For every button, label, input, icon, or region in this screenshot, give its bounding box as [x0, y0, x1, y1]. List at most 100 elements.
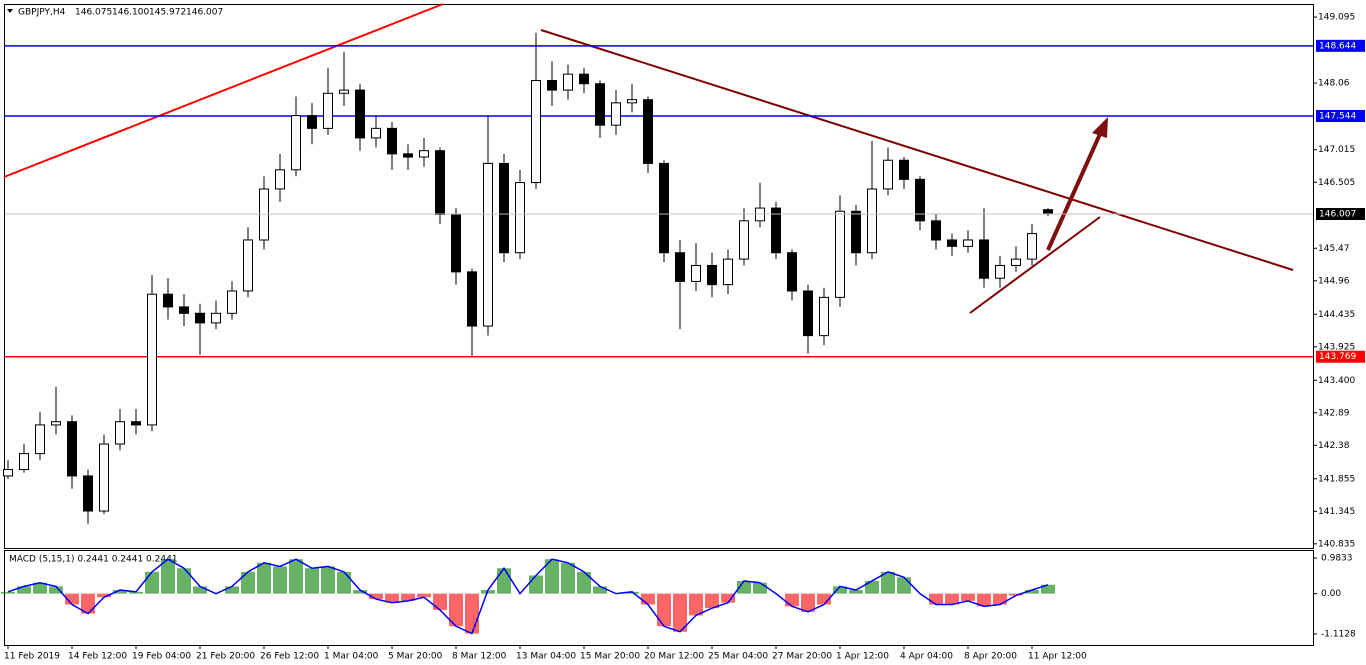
- y-tick-label: 141.345: [1318, 507, 1355, 517]
- y-tick-label: 146.505: [1318, 178, 1355, 188]
- candle-body: [835, 210, 845, 298]
- candle-body: [83, 475, 93, 512]
- candle-body: [883, 159, 893, 190]
- x-tick-label: 4 Apr 04:00: [900, 652, 953, 662]
- y-tick-label: 143.925: [1318, 342, 1355, 352]
- y-tick-label: 141.855: [1318, 474, 1355, 484]
- x-tick-label: 1 Mar 04:00: [324, 652, 379, 662]
- x-tick-label: 26 Feb 12:00: [260, 652, 319, 662]
- candle-body: [771, 207, 781, 254]
- candle-body: [995, 264, 1005, 279]
- candle-body: [371, 127, 381, 139]
- candle-body: [819, 296, 829, 337]
- ohlc-close: 146.007: [186, 8, 223, 18]
- candle-body: [67, 421, 77, 477]
- y-tick-label: 142.38: [1318, 441, 1350, 451]
- chart-title: GBPJPY,H4: [18, 8, 66, 18]
- candle-body: [339, 89, 349, 94]
- candle-body: [579, 73, 589, 85]
- x-tick-label: 27 Mar 20:00: [772, 652, 832, 662]
- candle-body: [275, 169, 285, 190]
- current-price-label: 146.007: [1319, 210, 1356, 220]
- candle-body: [419, 150, 429, 158]
- macd-signal-line: [7, 558, 1049, 635]
- arrow-head: [1092, 117, 1108, 138]
- y-tick-label: 149.095: [1318, 13, 1355, 23]
- x-tick-label: 11 Apr 12:00: [1028, 652, 1087, 662]
- x-tick-label: 5 Mar 20:00: [388, 652, 443, 662]
- candle-body: [803, 290, 813, 337]
- ohlc-high: 146.100: [112, 8, 149, 18]
- candle-body: [979, 239, 989, 279]
- x-tick-label: 15 Mar 20:00: [580, 652, 640, 662]
- x-tick-label: 25 Mar 04:00: [708, 652, 768, 662]
- x-tick-label: 21 Feb 20:00: [196, 652, 255, 662]
- level-tag: [1316, 39, 1365, 52]
- candle-body: [355, 89, 365, 139]
- candle-body: [851, 210, 861, 254]
- y-tick-label: 140.835: [1318, 539, 1355, 549]
- candle-body: [227, 290, 237, 314]
- arrow: [1046, 133, 1102, 251]
- candle-body: [739, 220, 749, 260]
- trend-line: [3, 3, 444, 178]
- candle-body: [211, 312, 221, 324]
- candle-body: [483, 162, 493, 327]
- macd-y-tick-label: -1.1128: [1321, 630, 1356, 640]
- macd-y-tick-label: 0.9833: [1321, 553, 1353, 563]
- macd-y-tick-label: 0.00: [1321, 589, 1341, 599]
- candle-body: [467, 271, 477, 327]
- candle-body: [947, 239, 957, 247]
- trend-line: [540, 29, 1294, 271]
- x-tick-label: 14 Feb 12:00: [68, 652, 127, 662]
- candle-body: [963, 239, 973, 247]
- candle-body: [787, 252, 797, 292]
- candle-body: [707, 264, 717, 286]
- candle-body: [19, 453, 29, 471]
- candle-body: [723, 258, 733, 286]
- candle-body: [867, 188, 877, 254]
- candle-body: [243, 239, 253, 292]
- y-tick-label: 144.96: [1318, 276, 1350, 286]
- candle-body: [643, 99, 653, 164]
- candle-body: [627, 99, 637, 104]
- level-label: 143.769: [1319, 352, 1356, 362]
- candle-body: [403, 153, 413, 158]
- candle-body: [451, 213, 461, 273]
- ohlc-low: 145.972: [149, 8, 186, 18]
- candle-body: [659, 162, 669, 254]
- candle-body: [179, 306, 189, 314]
- candle-body: [1011, 258, 1021, 266]
- candle-body: [595, 83, 605, 126]
- candle-body: [291, 115, 301, 171]
- x-tick-label: 1 Apr 12:00: [836, 652, 889, 662]
- candle-body: [35, 424, 45, 455]
- y-tick-label: 144.435: [1318, 310, 1355, 320]
- candle-body: [915, 178, 925, 222]
- current-price-tag: [1316, 208, 1365, 221]
- candle-body: [435, 150, 445, 215]
- candle-body: [163, 293, 173, 308]
- x-tick-label: 8 Mar 12:00: [452, 652, 507, 662]
- candle-body: [1027, 233, 1037, 260]
- x-tick-label: 11 Feb 2019: [4, 652, 60, 662]
- candle-body: [499, 162, 509, 254]
- candle-body: [931, 220, 941, 241]
- candle-body: [387, 127, 397, 155]
- candle-body: [547, 80, 557, 91]
- x-tick-label: 19 Feb 04:00: [132, 652, 191, 662]
- x-tick-label: 8 Apr 20:00: [964, 652, 1017, 662]
- candle-body: [147, 293, 157, 426]
- y-tick-label: 145.47: [1318, 244, 1350, 254]
- candle-body: [563, 73, 573, 91]
- y-tick-label: 142.89: [1318, 408, 1350, 418]
- candle-body: [675, 252, 685, 282]
- candle-body: [531, 80, 541, 184]
- trend-line: [969, 216, 1101, 314]
- candle-body: [1043, 209, 1053, 215]
- y-tick-label: 143.400: [1318, 376, 1355, 386]
- candle-body: [195, 312, 205, 324]
- candle-body: [51, 421, 61, 426]
- candle-body: [307, 115, 317, 129]
